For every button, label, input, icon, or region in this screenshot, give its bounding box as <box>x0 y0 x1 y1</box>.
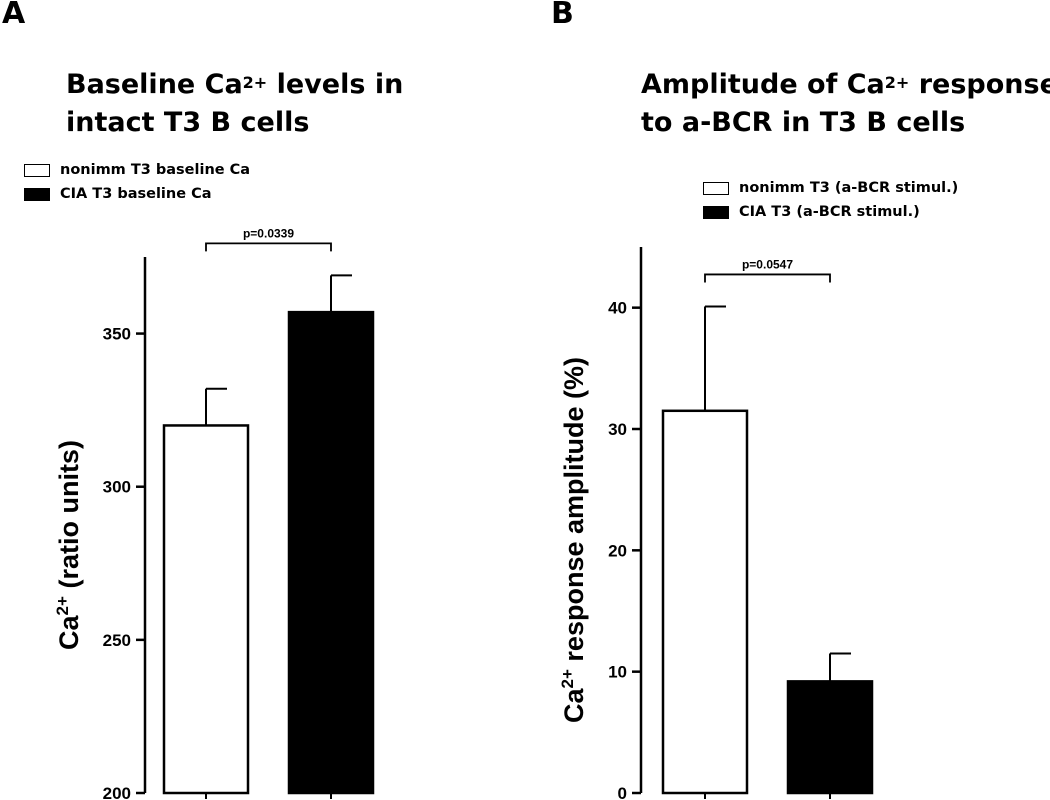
y-tick-label-a: 300 <box>103 478 131 497</box>
legend-a-swatch-filled <box>24 187 50 201</box>
y-tick-label-a: 350 <box>103 325 131 344</box>
y-axis-label-b: Ca2+ response amplitude (%) <box>558 357 589 723</box>
y-tick-label-b: 10 <box>608 663 627 682</box>
legend-a-item-cia: CIA T3 baseline Ca <box>24 182 250 206</box>
significance-bracket-b <box>704 273 831 283</box>
legend-b-item-cia: CIA T3 (a-BCR stimul.) <box>703 200 958 224</box>
y-tick-label-b: 40 <box>608 299 627 318</box>
legend-b-item-nonimm: nonimm T3 (a-BCR stimul.) <box>703 176 958 200</box>
chart-title-a-line-2: intact T3 B cells <box>66 107 310 138</box>
chart-panel-b: 0 10 20 30 40 Ca2+ response amplitude (%) p=0.… <box>558 247 874 800</box>
y-axis-label-text-a: Ca <box>54 614 84 649</box>
chart-title-b-line-2: to a-BCR in T3 B cells <box>641 107 966 138</box>
y-axis-label-superscript-a: 2+ <box>53 596 72 615</box>
panel-letter-b: B <box>551 0 574 31</box>
y-axis-label-a: Ca2+ (ratio units) <box>53 440 84 650</box>
legend-b: nonimm T3 (a-BCR stimul.) CIA T3 (a-BCR … <box>703 176 958 224</box>
p-value-label-a: p=0.0339 <box>243 226 294 240</box>
chart-title-b-line-1: Amplitude of Ca2+ response <box>641 69 1050 100</box>
significance-bracket-a <box>205 242 332 252</box>
bar-a-1 <box>162 424 250 795</box>
chart-title-a: Baseline Ca2+ levels in intact T3 B cell… <box>66 66 403 142</box>
chart-title-b: Amplitude of Ca2+ response to a-BCR in T… <box>641 66 1050 142</box>
legend-a: nonimm T3 baseline Ca CIA T3 baseline Ca <box>24 158 250 206</box>
y-axis-label-text-end-b: response amplitude (%) <box>559 357 589 669</box>
bar-b-2 <box>786 680 874 795</box>
y-tick-label-b: 20 <box>608 541 627 560</box>
y-tick-label-b: 0 <box>618 784 627 800</box>
p-value-label-b: p=0.0547 <box>742 257 793 271</box>
legend-a-item-nonimm: nonimm T3 baseline Ca <box>24 158 250 182</box>
legend-a-swatch-open <box>24 163 50 177</box>
bar-b-1 <box>661 409 749 795</box>
chart-title-a-line-1: Baseline Ca2+ levels in <box>66 69 404 100</box>
y-tick-label-b: 30 <box>608 420 627 439</box>
y-tick-label-a: 200 <box>103 784 131 800</box>
y-axis-label-superscript-b: 2+ <box>558 669 577 688</box>
bar-a-2 <box>287 310 375 795</box>
legend-b-swatch-filled <box>703 205 729 219</box>
panel-letter-a: A <box>2 0 26 31</box>
y-axis-label-text-end-a: (ratio units) <box>54 440 84 596</box>
legend-b-swatch-open <box>703 181 729 195</box>
chart-panel-a: 200 250 300 350 Ca2+ (ratio units) p=0.0339 <box>53 226 375 800</box>
y-axis-label-text-b: Ca <box>559 687 589 722</box>
y-tick-label-a: 250 <box>103 631 131 650</box>
